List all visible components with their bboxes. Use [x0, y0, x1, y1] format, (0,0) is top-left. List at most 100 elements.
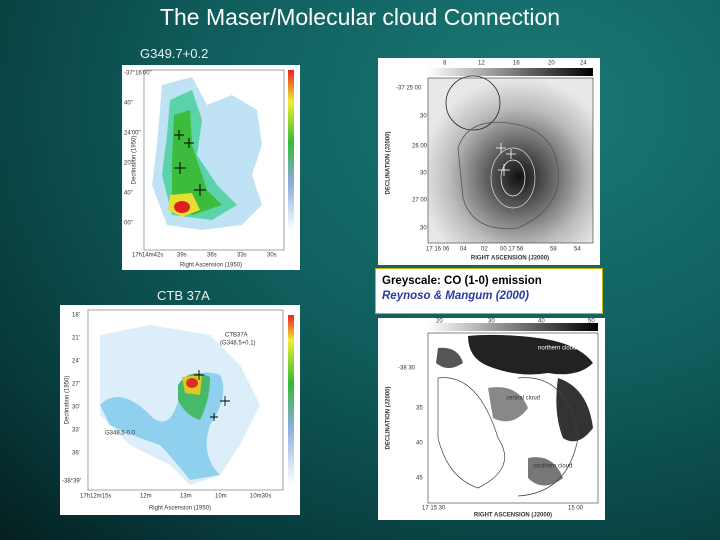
y-axis-label: DECLINATION (J2000): [386, 387, 392, 450]
annotation: central cloud: [506, 396, 540, 402]
x-tick-label: 17h14m42s: [132, 253, 163, 259]
contour: [437, 377, 506, 489]
y-tick-label: 40": [124, 101, 133, 107]
y-tick-label: 35: [416, 406, 423, 412]
y-axis-label: Declination (1950): [65, 376, 71, 425]
emission: [556, 378, 593, 442]
map-svg: -37°16'00" 40" 24'00" 20" 40" 00" 17h14m…: [124, 69, 294, 269]
emission-peak: [174, 201, 190, 213]
x-tick-label: 04: [460, 247, 467, 253]
colorbar: [288, 315, 294, 485]
x-tick-label: 12m: [140, 494, 152, 500]
x-tick-label: 30s: [267, 253, 277, 259]
x-tick-label: 17 15 30: [422, 506, 446, 512]
maser-crosses: [174, 130, 206, 196]
radio-map: CTB37A (G348.5+0.1) G348.5-0.0 18' 21' 2…: [60, 305, 300, 515]
x-axis-label: Right Ascension (1950): [180, 263, 242, 269]
colorbar-tick-label: 8: [443, 61, 447, 67]
x-tick-label: 54: [574, 247, 581, 253]
emission-peak: [186, 378, 198, 388]
caption-line: Greyscale: CO (1-0) emission: [382, 275, 542, 287]
y-tick-label: 30: [420, 171, 427, 177]
y-tick-label: -38°39': [62, 479, 81, 485]
contour: [490, 147, 536, 209]
x-axis-label: RIGHT ASCENSION (J2000): [471, 256, 549, 262]
y-tick-label: 40": [124, 191, 133, 197]
maser-crosses: [496, 143, 516, 176]
x-tick-label: 58: [550, 247, 557, 253]
frame: [87, 309, 284, 491]
y-tick-label: 30: [420, 114, 427, 120]
y-tick-label: -37°16'00": [124, 71, 152, 77]
colorbar-tick-label: 12: [478, 61, 485, 67]
map-svg: 8 12 16 20 24 -37 25 00 30 26 00 30 27 0…: [386, 61, 594, 262]
annotation: G348.5-0.0: [105, 431, 136, 437]
co-map: 20 30 40 50 northern cloud central cloud…: [378, 318, 605, 520]
x-tick-label: 33s: [237, 253, 247, 259]
y-tick-label: -37 25 00: [396, 86, 422, 92]
y-tick-label: 00": [124, 221, 133, 227]
x-tick-label: 10m30s: [250, 494, 271, 500]
colorbar-tick-label: 30: [488, 319, 495, 325]
panel-label: CTB 37A: [157, 288, 210, 303]
y-tick-label: 20": [124, 161, 133, 167]
emission: [488, 387, 528, 422]
slide-title: The Maser/Molecular cloud Connection: [159, 4, 561, 30]
x-tick-label: 10m: [215, 494, 227, 500]
x-tick-label: 02: [481, 247, 488, 253]
y-tick-label: 30': [72, 405, 80, 411]
caption-box: Greyscale: CO (1-0) emission Reynoso & M…: [375, 268, 603, 314]
colorbar-tick-label: 40: [538, 319, 545, 325]
y-tick-label: 18': [72, 313, 80, 319]
colorbar-tick-label: 24: [580, 61, 587, 67]
contour: [500, 159, 526, 197]
y-tick-label: 26 00: [412, 144, 428, 150]
y-axis-label: DECLINATION (J2000): [386, 132, 392, 195]
y-tick-label: 40: [416, 441, 423, 447]
x-axis-label: RIGHT ASCENSION (J2000): [474, 513, 552, 519]
maser-crosses: [194, 370, 230, 421]
co-map: 8 12 16 20 24 -37 25 00 30 26 00 30 27 0…: [378, 58, 600, 265]
y-tick-label: 27 00: [412, 198, 428, 204]
annotation: CTB37A: [225, 333, 248, 339]
colorbar: [428, 323, 598, 331]
x-tick-label: 36s: [207, 253, 217, 259]
colorbar-tick-label: 20: [548, 61, 555, 67]
x-tick-label: 00 17 56: [500, 247, 524, 253]
x-tick-label: 17h12m15s: [80, 494, 111, 500]
colorbar-tick-label: 20: [436, 319, 443, 325]
frame: [143, 69, 285, 251]
emission: [172, 110, 222, 215]
colorbar-tick-label: 50: [588, 319, 595, 325]
annotation: southern cloud: [533, 464, 572, 470]
beam-circle: [445, 75, 501, 131]
annotation: northern cloud: [538, 346, 576, 352]
contour: [457, 121, 559, 230]
x-axis-label: Right Ascension (1950): [149, 506, 211, 512]
y-tick-label: 27': [72, 382, 80, 388]
panel-label: G349.7+0.2: [140, 46, 209, 61]
emission: [528, 457, 563, 486]
x-tick-label: 15 00: [568, 506, 584, 512]
x-tick-label: 13m: [180, 494, 192, 500]
y-tick-label: 45: [416, 476, 423, 482]
colorbar-tick-label: 16: [513, 61, 520, 67]
radio-map: -37°16'00" 40" 24'00" 20" 40" 00" 17h14m…: [122, 65, 300, 270]
y-tick-label: 24'00": [124, 131, 141, 137]
y-axis-label: Declination (1950): [132, 136, 138, 185]
y-tick-label: 24': [72, 359, 80, 365]
x-tick-label: 39s: [177, 253, 187, 259]
colorbar: [428, 68, 593, 76]
y-tick-label: 30: [420, 226, 427, 232]
x-tick-label: 17 16 06: [426, 247, 450, 253]
map-svg: CTB37A (G348.5+0.1) G348.5-0.0 18' 21' 2…: [62, 309, 294, 512]
map-svg: 20 30 40 50 northern cloud central cloud…: [386, 319, 599, 519]
colorbar: [288, 70, 294, 230]
caption-line: Reynoso & Mangum (2000): [382, 290, 529, 302]
y-tick-label: 33': [72, 428, 80, 434]
annotation: (G348.5+0.1): [220, 341, 256, 347]
emission: [436, 347, 463, 368]
emission: [468, 334, 593, 375]
y-tick-label: 21': [72, 336, 80, 342]
